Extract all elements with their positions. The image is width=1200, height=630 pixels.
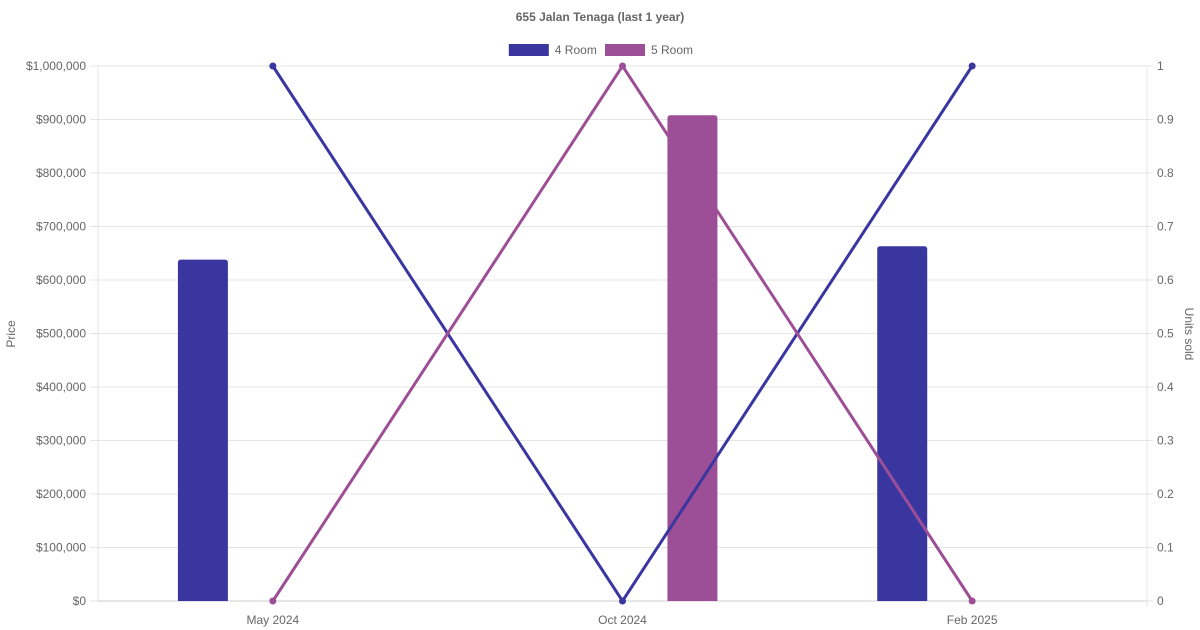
legend-swatch-4-room: [508, 44, 549, 56]
legend: 4 Room 5 Room: [508, 43, 693, 57]
point-4-room-units-sold: [968, 62, 976, 70]
y-left-tick-label: $300,000: [36, 434, 86, 448]
y-left-tick-label: $700,000: [36, 220, 86, 234]
y-left-tick-label: $1,000,000: [26, 59, 86, 73]
point-5-room-units-sold: [269, 597, 277, 605]
right-axis: 0 0.1 0.2 0.3 0.4 0.5 0.6 0.7 0.8 0.9 1: [1147, 59, 1174, 608]
point-5-room-units-sold: [968, 597, 976, 605]
y-left-tick-label: $200,000: [36, 487, 86, 501]
x-tick-label: Oct 2024: [598, 613, 647, 627]
grid: [90, 65, 1148, 607]
y-right-tick-label: 0.6: [1157, 273, 1174, 287]
bars: [177, 115, 928, 602]
y-right-tick-label: 0.7: [1157, 220, 1174, 234]
chart-title: 655 Jalan Tenaga (last 1 year): [516, 10, 685, 24]
lines: [269, 62, 976, 605]
y-axis-left-title: Price: [4, 320, 18, 348]
y-left-tick-label: $600,000: [36, 273, 86, 287]
y-right-tick-label: 0.1: [1157, 541, 1174, 555]
bar-5-room-price: [667, 115, 718, 601]
y-left-tick-label: $0: [73, 594, 87, 608]
y-right-tick-label: 0.4: [1157, 380, 1174, 394]
y-right-tick-label: 0.8: [1157, 166, 1174, 180]
y-right-tick-label: 0: [1157, 594, 1164, 608]
bar-4-room-price: [177, 259, 228, 601]
legend-label-4-room: 4 Room: [555, 43, 597, 57]
y-left-tick-label: $400,000: [36, 380, 86, 394]
x-axis: May 2024 Oct 2024 Feb 2025: [246, 613, 997, 627]
bar-4-room-price: [877, 246, 928, 602]
legend-label-5-room: 5 Room: [651, 43, 693, 57]
y-axis-right-title: Units sold: [1182, 308, 1196, 361]
legend-swatch-5-room: [605, 44, 645, 56]
y-right-tick-label: 0.2: [1157, 487, 1174, 501]
x-tick-label: May 2024: [246, 613, 299, 627]
y-right-tick-label: 1: [1157, 59, 1164, 73]
y-left-tick-label: $900,000: [36, 113, 86, 127]
y-right-tick-label: 0.3: [1157, 434, 1174, 448]
point-5-room-units-sold: [619, 62, 626, 70]
y-left-tick-label: $100,000: [36, 541, 86, 555]
point-4-room-units-sold: [619, 597, 626, 605]
x-tick-label: Feb 2025: [947, 613, 998, 627]
y-right-tick-label: 0.5: [1157, 327, 1174, 341]
y-left-tick-label: $500,000: [36, 327, 86, 341]
point-4-room-units-sold: [269, 62, 277, 70]
left-axis: $0 $100,000 $200,000 $300,000 $400,000 $500,0…: [26, 59, 86, 608]
y-right-tick-label: 0.9: [1157, 113, 1174, 127]
y-left-tick-label: $800,000: [36, 166, 86, 180]
